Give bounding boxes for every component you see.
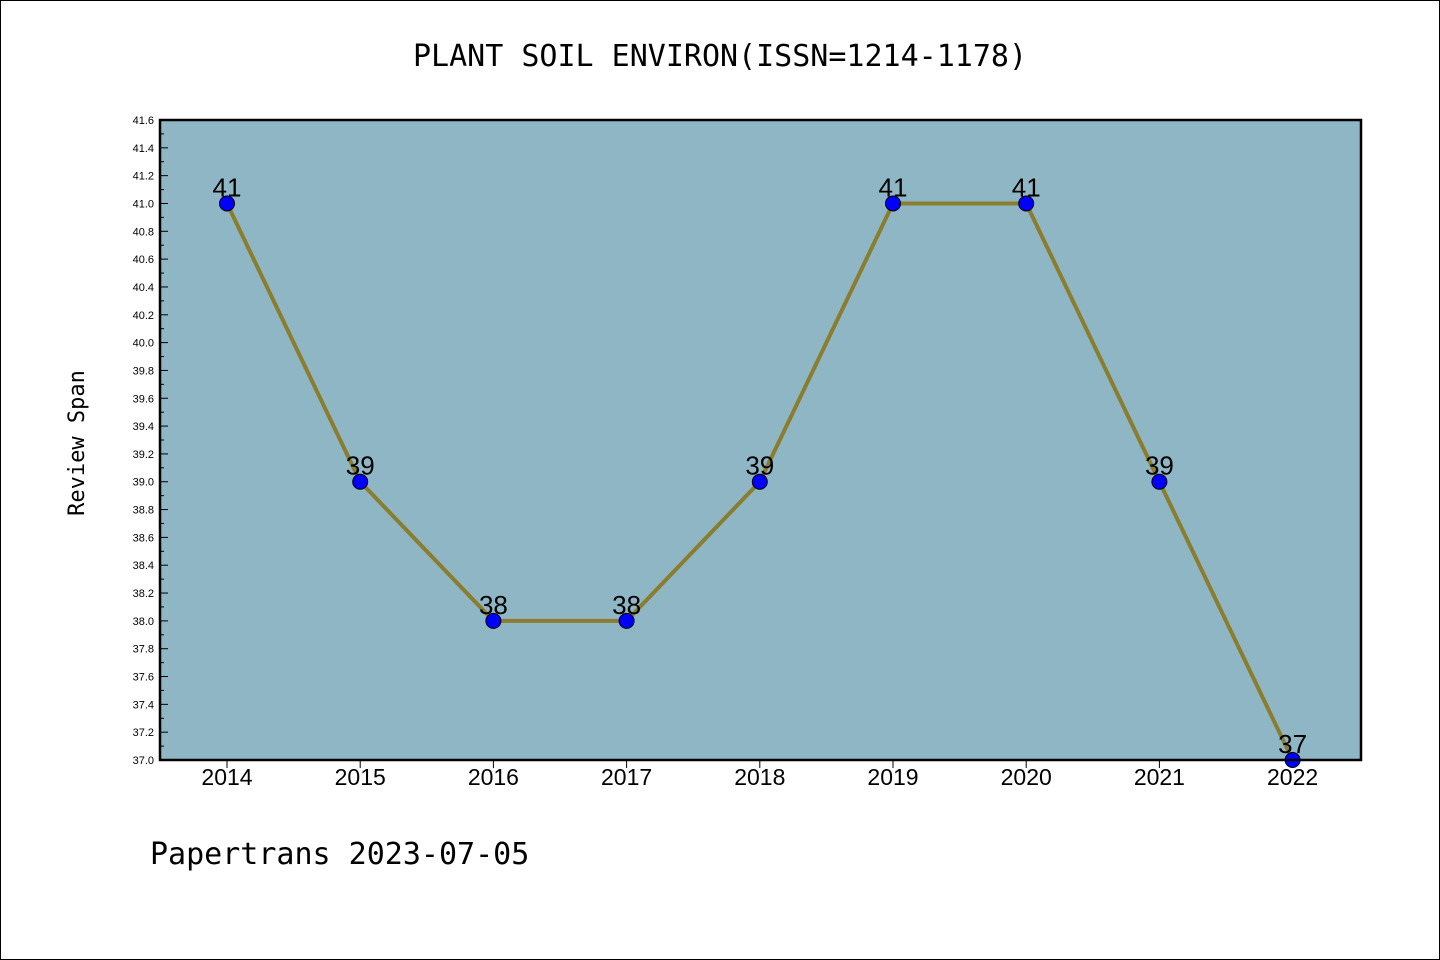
data-label: 38	[479, 590, 508, 620]
data-labels-group: 41 39 38 38 39 41 41 39 37	[213, 172, 1308, 759]
data-point-marker	[885, 195, 901, 212]
y-axis-ticks: 37.0 37.2 37.4 37.6 37.8 38.0 38.2 38.4 38.6 38.8…	[133, 115, 168, 767]
data-point-marker	[618, 612, 635, 629]
x-tick-label: 2016	[468, 764, 519, 790]
y-tick-label: 39.2	[133, 449, 154, 461]
x-tick-label: 2021	[1134, 764, 1185, 790]
y-tick-label: 39.6	[133, 393, 154, 405]
y-tick-label: 38.8	[133, 505, 154, 517]
data-label: 39	[745, 451, 774, 481]
data-point-marker	[751, 473, 768, 490]
data-label: 39	[346, 451, 375, 481]
x-tick-label: 2015	[335, 764, 386, 790]
y-tick-label: 38.6	[133, 532, 154, 544]
x-tick-label: 2017	[601, 764, 652, 790]
y-axis-label: Review Span	[65, 370, 90, 516]
y-tick-label: 37.0	[133, 755, 154, 767]
y-tick-label: 41.2	[133, 171, 154, 183]
x-tick-label: 2018	[734, 764, 785, 790]
x-tick-label: 2020	[1001, 764, 1052, 790]
y-tick-label: 37.6	[133, 672, 154, 684]
x-axis-ticks: 2014 2015 2016 2017 2018 2019 2020 2021 2022	[201, 760, 1318, 790]
y-tick-label: 41.4	[133, 143, 154, 155]
y-tick-label: 41.6	[133, 115, 154, 127]
data-label: 38	[612, 590, 641, 620]
plot-area	[160, 120, 1361, 760]
data-point-marker	[1151, 473, 1168, 490]
y-tick-label: 39.0	[133, 477, 154, 489]
y-tick-label: 38.4	[133, 560, 154, 572]
y-tick-label: 40.8	[133, 226, 154, 238]
y-tick-label: 40.4	[133, 282, 154, 294]
y-tick-label: 41.0	[133, 198, 154, 210]
y-tick-label: 38.0	[133, 616, 154, 628]
footer-text: Papertrans 2023-07-05	[150, 837, 529, 872]
data-point-marker	[485, 612, 502, 629]
data-label: 41	[1012, 172, 1041, 202]
y-tick-label: 38.2	[133, 588, 154, 600]
data-point-marker	[352, 473, 369, 490]
x-tick-label: 2014	[201, 764, 252, 790]
data-label: 41	[213, 172, 242, 202]
y-tick-label: 39.8	[133, 365, 154, 377]
data-label: 41	[879, 172, 908, 202]
y-tick-label: 40.6	[133, 254, 154, 266]
y-tick-label: 40.0	[133, 338, 154, 350]
x-tick-label: 2019	[867, 764, 918, 790]
data-point-marker	[219, 195, 235, 212]
y-tick-label: 40.2	[133, 310, 154, 322]
data-label: 39	[1145, 451, 1174, 481]
x-tick-label: 2022	[1267, 764, 1318, 790]
plot-border	[158, 118, 1363, 762]
data-point-marker	[1018, 195, 1035, 212]
chart-title: PLANT SOIL ENVIRON(ISSN=1214-1178)	[413, 39, 1027, 74]
y-tick-label: 37.2	[133, 727, 154, 739]
y-tick-label: 37.4	[133, 699, 154, 711]
y-tick-label: 39.4	[133, 421, 154, 433]
data-label: 37	[1278, 729, 1307, 759]
y-tick-label: 37.8	[133, 644, 154, 656]
